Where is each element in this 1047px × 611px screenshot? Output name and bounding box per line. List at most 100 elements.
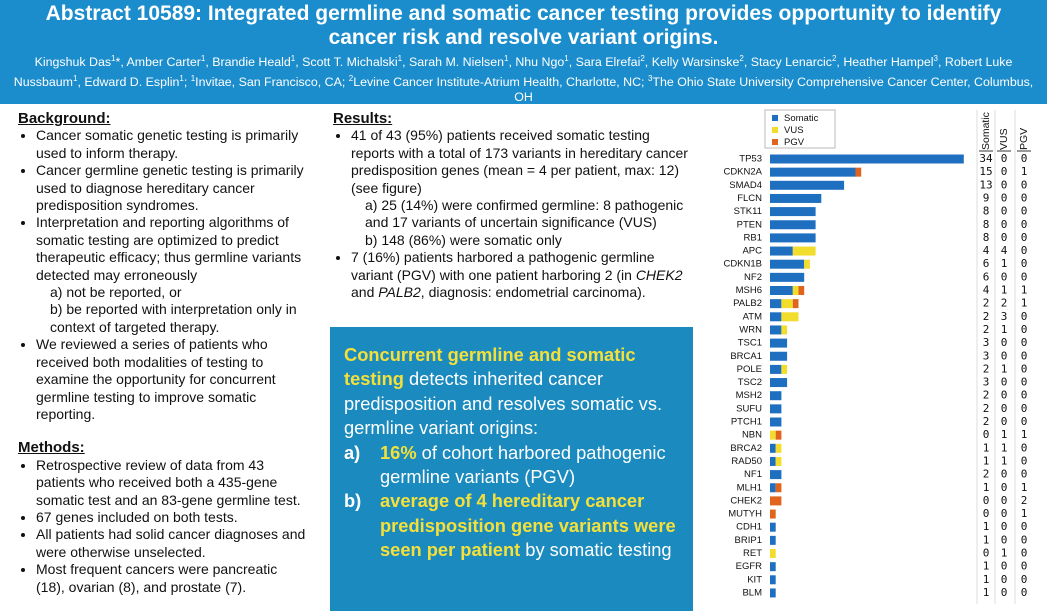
value-label: 1 xyxy=(1021,481,1028,494)
value-label: 0 xyxy=(1001,389,1008,402)
value-label: 0 xyxy=(1021,533,1028,546)
author-name: Scott T. Michalski xyxy=(302,55,398,70)
value-label: 0 xyxy=(1001,178,1008,191)
column-header: PGV xyxy=(1018,128,1030,150)
value-label: 8 xyxy=(983,231,990,244)
category-label: BLM xyxy=(742,587,762,598)
affiliation-mark: 1 xyxy=(564,54,569,63)
affiliation-mark: 1 xyxy=(179,73,184,83)
value-label: 1 xyxy=(1021,507,1028,520)
bar xyxy=(781,364,788,374)
value-label: 0 xyxy=(1021,415,1028,428)
value-label: 0 xyxy=(1021,362,1028,375)
category-label: PTCH1 xyxy=(731,417,762,428)
bar xyxy=(798,286,805,295)
author-name: Robert Luke Nussbaum xyxy=(13,55,1013,89)
affiliation-mark: 1 xyxy=(72,73,78,83)
value-label: 0 xyxy=(1001,573,1008,586)
category-label: SUFU xyxy=(736,403,762,414)
legend-label: PGV xyxy=(784,137,805,148)
bar xyxy=(775,456,782,466)
category-label: MSH2 xyxy=(736,390,762,401)
value-label: 2 xyxy=(1021,494,1028,507)
value-label: 1 xyxy=(983,533,990,546)
separator: , xyxy=(77,74,85,89)
label: a) xyxy=(344,441,361,463)
value-label: 0 xyxy=(1001,152,1008,165)
value-label: 2 xyxy=(1001,297,1008,310)
bar xyxy=(770,167,856,177)
bar xyxy=(770,443,776,453)
category-label: BRCA2 xyxy=(730,443,762,454)
callout-item: b) average of 4 hereditary cancer predisp… xyxy=(344,489,681,562)
value-label: 0 xyxy=(1021,323,1028,336)
bullet: Interpretation and reporting algorithms … xyxy=(36,214,308,336)
value-label: 0 xyxy=(1021,218,1028,231)
bar xyxy=(792,286,799,295)
callout-item: a) 16% of cohort harbored pathogenic germ… xyxy=(344,441,681,490)
separator: ; xyxy=(183,74,191,89)
bar xyxy=(770,391,782,401)
bar xyxy=(770,430,776,440)
affiliation: The Ohio State University Comprehensive … xyxy=(514,74,1034,105)
value-label: 0 xyxy=(1001,270,1008,283)
value-label: 1 xyxy=(1001,323,1008,336)
value-label: 0 xyxy=(1021,454,1028,467)
sub-item: b) be reported with interpretation only … xyxy=(50,301,297,335)
category-label: MUTYH xyxy=(728,509,762,520)
author-name: Sarah M. Nielsen xyxy=(408,55,504,70)
author-name: Nhu Ngo xyxy=(515,55,565,70)
value-label: 0 xyxy=(1021,310,1028,323)
value-label: 0 xyxy=(1021,349,1028,362)
separator: , xyxy=(402,55,409,70)
value-label: 0 xyxy=(983,428,990,441)
value-label: 8 xyxy=(983,218,990,231)
text: Interpretation and reporting algorithms … xyxy=(36,214,302,283)
author-name: Stacy Lenarcic xyxy=(750,55,832,70)
value-label: 0 xyxy=(1001,376,1008,389)
bullet: 67 genes included on both tests. xyxy=(36,509,308,526)
bar xyxy=(770,496,782,506)
value-label: 0 xyxy=(1001,507,1008,520)
value-label: 3 xyxy=(983,349,990,362)
value-label: 0 xyxy=(1001,349,1008,362)
value-label: 34 xyxy=(979,152,993,165)
bar xyxy=(770,535,776,545)
bar xyxy=(792,299,799,309)
affiliation: Levine Cancer Institute-Atrium Health, C… xyxy=(353,74,648,89)
category-label: SMAD4 xyxy=(729,180,762,191)
value-label: 3 xyxy=(1001,310,1008,323)
separator: , xyxy=(836,55,844,70)
bar xyxy=(770,299,782,309)
value-label: 1 xyxy=(1001,547,1008,560)
separator: *, xyxy=(115,55,127,70)
bullet: 7 (16%) patients harbored a pathogenic g… xyxy=(351,249,695,301)
author-name: Kingshuk Das xyxy=(34,55,112,70)
category-label: CDKN1B xyxy=(723,259,762,270)
bar xyxy=(770,312,782,322)
category-label: BRIP1 xyxy=(735,535,762,546)
bar xyxy=(804,259,810,269)
category-label: TSC2 xyxy=(738,377,762,388)
category-label: CDKN2A xyxy=(723,167,762,178)
value-label: 0 xyxy=(1001,165,1008,178)
sub-item: a) 25 (14%) were confirmed germline: 8 p… xyxy=(365,197,684,231)
gene: CHEK2 xyxy=(635,266,683,283)
value-label: 1 xyxy=(1001,454,1008,467)
category-label: PTEN xyxy=(737,219,762,230)
value-label: 0 xyxy=(1021,231,1028,244)
bar xyxy=(770,456,776,466)
value-label: 0 xyxy=(983,507,990,520)
value-label: 0 xyxy=(1001,415,1008,428)
bar xyxy=(770,588,776,598)
category-label: WRN xyxy=(739,324,762,335)
value-label: 9 xyxy=(983,191,990,204)
affiliation-mark: 1 xyxy=(111,54,116,63)
value-label: 2 xyxy=(983,415,990,428)
bullet: 41 of 43 (95%) patients received somatic… xyxy=(351,127,695,249)
heading: Background: xyxy=(18,110,111,127)
legend-swatch xyxy=(772,139,778,145)
value-label: 4 xyxy=(1001,244,1008,257)
bar xyxy=(775,443,782,453)
